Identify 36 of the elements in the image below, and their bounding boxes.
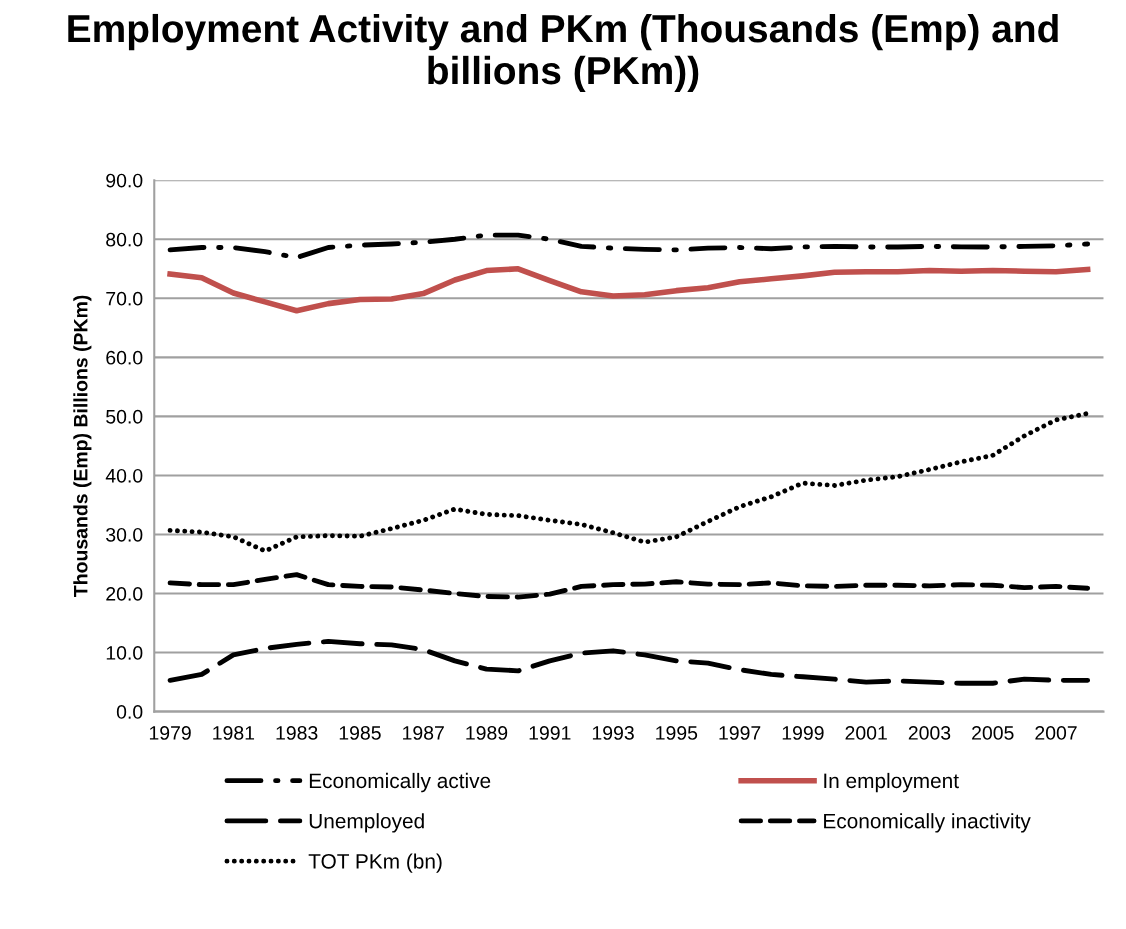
y-tick-label: 0.0 bbox=[116, 705, 143, 719]
legend-label: Unemployed bbox=[309, 813, 424, 833]
x-tick-label: 1995 bbox=[656, 726, 698, 740]
x-tick-label: 1991 bbox=[529, 726, 571, 740]
x-tick-label: 1985 bbox=[339, 726, 381, 740]
x-tick-label: 2003 bbox=[908, 726, 951, 740]
line-series bbox=[167, 232, 1091, 260]
legend-label: Economically active bbox=[309, 772, 491, 793]
y-axis-title: Thousands (Emp) Billions (PKm) bbox=[73, 295, 92, 597]
y-tick-label: 70.0 bbox=[106, 291, 143, 306]
legend-label: Economically inactivity bbox=[824, 813, 1031, 833]
y-tick-label: 90.0 bbox=[106, 173, 143, 188]
x-tick-label: 1979 bbox=[149, 726, 191, 740]
line-series bbox=[167, 411, 1091, 554]
chart-title: Employment Activity and PKm (Thousands (Emp) and billions (PKm)) bbox=[68, 13, 1058, 93]
x-tick-label: 1997 bbox=[719, 726, 761, 740]
x-tick-label: 1993 bbox=[592, 726, 634, 740]
y-tick-label: 40.0 bbox=[105, 468, 143, 483]
legend-label: TOT PKm (bn) bbox=[308, 853, 442, 873]
x-tick-label: 1983 bbox=[276, 726, 318, 740]
x-tick-label: 2005 bbox=[972, 726, 1014, 740]
line-series bbox=[167, 638, 1091, 686]
y-tick-label: 80.0 bbox=[106, 232, 143, 247]
x-tick-label: 1999 bbox=[782, 726, 824, 740]
x-tick-label: 1981 bbox=[213, 726, 255, 740]
line-series bbox=[167, 572, 1091, 600]
y-tick-label: 10.0 bbox=[106, 646, 143, 660]
y-tick-label: 20.0 bbox=[106, 587, 143, 601]
x-tick-label: 1987 bbox=[403, 726, 444, 740]
legend-label: In employment bbox=[824, 772, 959, 793]
y-tick-label: 50.0 bbox=[106, 409, 143, 424]
y-tick-label: 30.0 bbox=[106, 527, 143, 542]
x-tick-label: 2007 bbox=[1035, 726, 1077, 740]
x-tick-label: 2001 bbox=[845, 726, 887, 740]
x-tick-label: 1989 bbox=[466, 726, 508, 740]
y-tick-label: 60.0 bbox=[106, 350, 143, 365]
